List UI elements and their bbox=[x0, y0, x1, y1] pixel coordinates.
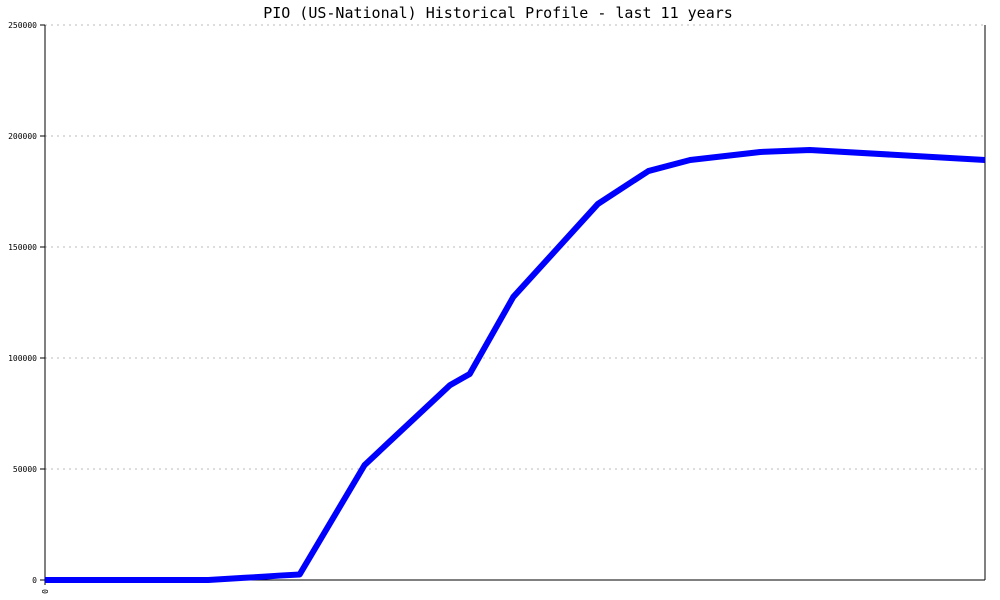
y-tick-label: 200000 bbox=[8, 132, 37, 141]
series-line bbox=[45, 146, 986, 583]
series-group bbox=[44, 146, 986, 583]
y-tick-label: 100000 bbox=[8, 354, 37, 363]
x-tick-label: 0 bbox=[41, 589, 50, 594]
y-tick-label: 0 bbox=[32, 576, 37, 585]
y-axis-ticks: 0 50000 100000 150000 200000 250000 bbox=[8, 21, 45, 585]
grid bbox=[45, 24, 985, 470]
y-tick-label: 50000 bbox=[13, 465, 37, 474]
y-tick-label: 150000 bbox=[8, 243, 37, 252]
y-tick-label: 250000 bbox=[8, 21, 37, 30]
chart-title: PIO (US-National) Historical Profile - l… bbox=[263, 4, 733, 22]
